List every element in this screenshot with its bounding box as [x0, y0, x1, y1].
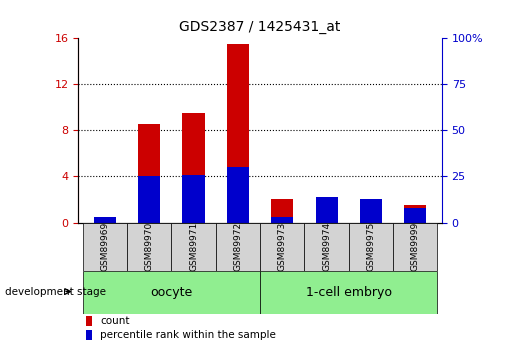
Text: GSM89974: GSM89974: [322, 222, 331, 271]
Bar: [85, 316, 92, 326]
FancyBboxPatch shape: [349, 223, 393, 271]
FancyBboxPatch shape: [305, 223, 349, 271]
Text: count: count: [100, 316, 130, 326]
FancyBboxPatch shape: [393, 223, 437, 271]
FancyBboxPatch shape: [171, 223, 216, 271]
Bar: [360, 198, 382, 223]
FancyBboxPatch shape: [260, 223, 305, 271]
FancyBboxPatch shape: [83, 271, 260, 314]
Text: 1-cell embryo: 1-cell embryo: [306, 286, 392, 299]
Bar: [271, 217, 293, 223]
Bar: [404, 205, 426, 223]
Text: GSM89975: GSM89975: [367, 222, 375, 271]
Bar: [94, 217, 116, 223]
Text: GSM89969: GSM89969: [100, 222, 110, 271]
Text: GSM89999: GSM89999: [411, 222, 420, 271]
Bar: [227, 44, 249, 223]
Bar: [404, 208, 426, 223]
Text: GSM89973: GSM89973: [278, 222, 287, 271]
Bar: [360, 203, 382, 223]
Text: oocyte: oocyte: [150, 286, 192, 299]
Bar: [138, 176, 160, 223]
Text: percentile rank within the sample: percentile rank within the sample: [100, 331, 276, 341]
FancyBboxPatch shape: [260, 271, 437, 314]
Bar: [316, 199, 338, 223]
Text: GSM89970: GSM89970: [145, 222, 154, 271]
Bar: [271, 199, 293, 223]
Bar: [138, 125, 160, 223]
Bar: [94, 217, 116, 223]
Bar: [85, 330, 92, 340]
FancyBboxPatch shape: [83, 223, 127, 271]
Bar: [182, 175, 205, 223]
Bar: [227, 167, 249, 223]
Text: development stage: development stage: [5, 287, 106, 296]
Text: GSM89972: GSM89972: [233, 222, 242, 271]
Bar: [182, 113, 205, 223]
Text: GSM89971: GSM89971: [189, 222, 198, 271]
FancyBboxPatch shape: [216, 223, 260, 271]
Bar: [316, 197, 338, 223]
Title: GDS2387 / 1425431_at: GDS2387 / 1425431_at: [179, 20, 341, 34]
FancyBboxPatch shape: [127, 223, 171, 271]
